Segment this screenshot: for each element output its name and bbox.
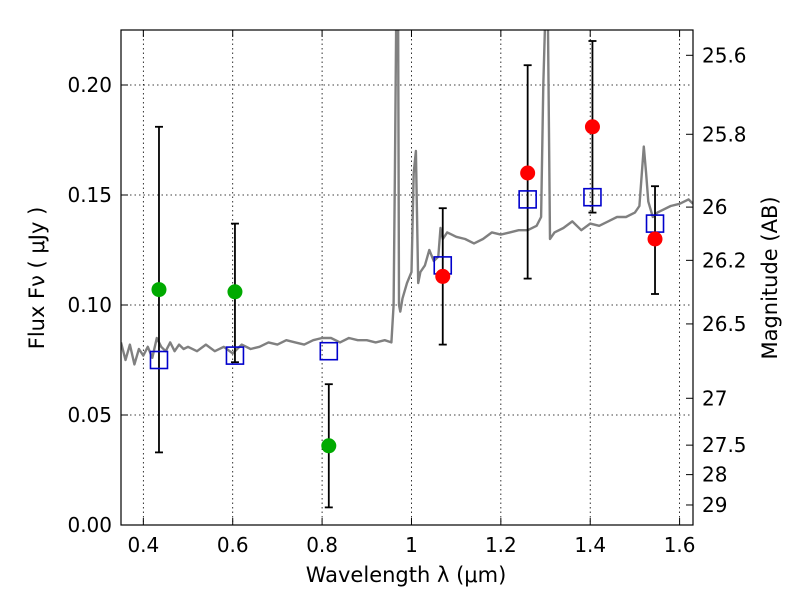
y2-tick-label: 29 [702,493,727,517]
model-square-marker [319,341,339,361]
model-square-marker [518,190,537,209]
detection-red-marker [584,119,600,135]
y2-tick-label: 27.5 [702,433,747,457]
y-axis-label: Flux Fν ( μJy ) [25,207,49,350]
x-axis-label: Wavelength λ (μm) [306,563,507,587]
model-square-marker [225,346,245,365]
detection-red-marker [520,165,536,181]
x-tick-label: 1.6 [664,533,696,557]
detection-green-marker [227,284,243,300]
marker-layer [149,119,665,454]
errorbar-layer [154,40,660,509]
y2-tick-label: 25.6 [702,43,747,67]
grid [121,30,693,526]
template-spectrum-line [121,30,693,366]
detection-green-marker [321,438,337,454]
x-tick-label: 1.4 [574,533,606,557]
x-tick-label: 0.8 [306,533,338,557]
detection-green-marker [151,282,167,298]
y-tick-label: 0.20 [67,73,112,97]
y-tick-label: 0.00 [67,513,112,537]
y2-tick-label: 26.2 [702,248,747,272]
y2-tick-label: 28 [702,463,727,487]
model-square-marker [583,187,602,207]
x-tick-label: 1.2 [485,533,517,557]
x-tick-label: 0.6 [217,533,249,557]
template-layer [121,30,693,366]
y2-tick-label: 26.5 [702,312,747,336]
y2-tick-label: 26 [702,195,727,219]
y-tick-label: 0.15 [67,183,112,207]
y2-tick-label: 25.8 [702,122,747,146]
y-tick-label: 0.10 [67,293,112,317]
axes-layer: 0.4 0.6 0.8 1 1.2 1.4 1.6 0.00 0.05 0.10 0.15 0.20 2… [67,30,747,557]
x-tick-label: 0.4 [127,533,159,557]
plot-frame [120,29,694,526]
detection-red-marker [435,268,451,284]
y2-tick-label: 27 [702,386,727,410]
y2-axis-label: Magnitude (AB) [758,196,782,359]
model-square-marker [149,350,169,370]
x-tick-label: 1 [405,533,418,557]
detection-red-marker [647,231,663,247]
y-tick-label: 0.05 [67,403,112,427]
